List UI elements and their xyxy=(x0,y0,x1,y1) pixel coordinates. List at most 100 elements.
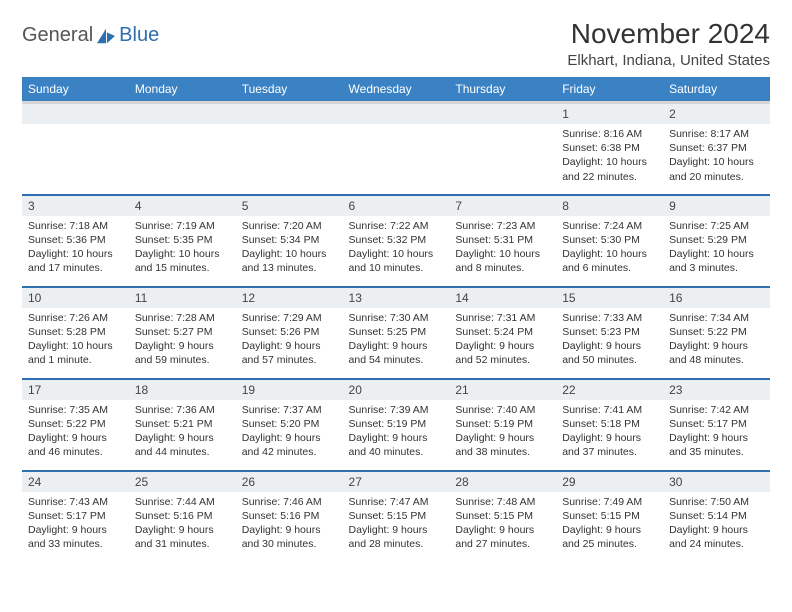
day-content: Sunrise: 7:50 AMSunset: 5:14 PMDaylight:… xyxy=(663,492,770,558)
calendar-day-cell: 1Sunrise: 8:16 AMSunset: 6:38 PMDaylight… xyxy=(556,103,663,195)
calendar-week-row: 3Sunrise: 7:18 AMSunset: 5:36 PMDaylight… xyxy=(22,195,770,287)
weekday-header: Saturday xyxy=(663,77,770,103)
day-content: Sunrise: 7:46 AMSunset: 5:16 PMDaylight:… xyxy=(236,492,343,558)
location: Elkhart, Indiana, United States xyxy=(567,52,770,69)
day-number: 5 xyxy=(236,196,343,216)
day-number: 17 xyxy=(22,380,129,400)
weekday-header: Friday xyxy=(556,77,663,103)
calendar-day-cell xyxy=(236,103,343,195)
calendar-week-row: 24Sunrise: 7:43 AMSunset: 5:17 PMDayligh… xyxy=(22,471,770,563)
day-number: 30 xyxy=(663,472,770,492)
day-content: Sunrise: 7:29 AMSunset: 5:26 PMDaylight:… xyxy=(236,308,343,374)
calendar-table: SundayMondayTuesdayWednesdayThursdayFrid… xyxy=(22,77,770,563)
day-number: 15 xyxy=(556,288,663,308)
day-content: Sunrise: 7:43 AMSunset: 5:17 PMDaylight:… xyxy=(22,492,129,558)
day-number-empty xyxy=(236,104,343,124)
day-content: Sunrise: 7:35 AMSunset: 5:22 PMDaylight:… xyxy=(22,400,129,466)
day-number: 27 xyxy=(343,472,450,492)
day-number: 26 xyxy=(236,472,343,492)
calendar-day-cell: 26Sunrise: 7:46 AMSunset: 5:16 PMDayligh… xyxy=(236,471,343,563)
day-content: Sunrise: 7:36 AMSunset: 5:21 PMDaylight:… xyxy=(129,400,236,466)
calendar-day-cell: 7Sunrise: 7:23 AMSunset: 5:31 PMDaylight… xyxy=(449,195,556,287)
day-content: Sunrise: 7:31 AMSunset: 5:24 PMDaylight:… xyxy=(449,308,556,374)
day-number: 7 xyxy=(449,196,556,216)
weekday-header-row: SundayMondayTuesdayWednesdayThursdayFrid… xyxy=(22,77,770,103)
day-number-empty xyxy=(129,104,236,124)
day-number: 10 xyxy=(22,288,129,308)
day-number: 16 xyxy=(663,288,770,308)
day-content: Sunrise: 7:41 AMSunset: 5:18 PMDaylight:… xyxy=(556,400,663,466)
day-number: 12 xyxy=(236,288,343,308)
calendar-day-cell: 29Sunrise: 7:49 AMSunset: 5:15 PMDayligh… xyxy=(556,471,663,563)
day-content: Sunrise: 7:47 AMSunset: 5:15 PMDaylight:… xyxy=(343,492,450,558)
calendar-day-cell: 25Sunrise: 7:44 AMSunset: 5:16 PMDayligh… xyxy=(129,471,236,563)
month-title: November 2024 xyxy=(567,18,770,50)
title-block: November 2024 Elkhart, Indiana, United S… xyxy=(567,18,770,69)
day-content: Sunrise: 7:42 AMSunset: 5:17 PMDaylight:… xyxy=(663,400,770,466)
calendar-day-cell: 27Sunrise: 7:47 AMSunset: 5:15 PMDayligh… xyxy=(343,471,450,563)
day-content: Sunrise: 7:20 AMSunset: 5:34 PMDaylight:… xyxy=(236,216,343,282)
logo-text-blue: Blue xyxy=(119,24,159,47)
day-number-empty xyxy=(22,104,129,124)
calendar-day-cell xyxy=(22,103,129,195)
calendar-day-cell: 19Sunrise: 7:37 AMSunset: 5:20 PMDayligh… xyxy=(236,379,343,471)
day-number: 1 xyxy=(556,104,663,124)
day-content: Sunrise: 7:25 AMSunset: 5:29 PMDaylight:… xyxy=(663,216,770,282)
day-number: 4 xyxy=(129,196,236,216)
logo-sail-icon xyxy=(95,27,117,45)
day-number: 3 xyxy=(22,196,129,216)
calendar-day-cell: 6Sunrise: 7:22 AMSunset: 5:32 PMDaylight… xyxy=(343,195,450,287)
calendar-week-row: 1Sunrise: 8:16 AMSunset: 6:38 PMDaylight… xyxy=(22,103,770,195)
calendar-day-cell: 17Sunrise: 7:35 AMSunset: 5:22 PMDayligh… xyxy=(22,379,129,471)
day-number: 19 xyxy=(236,380,343,400)
day-number: 21 xyxy=(449,380,556,400)
day-content: Sunrise: 7:33 AMSunset: 5:23 PMDaylight:… xyxy=(556,308,663,374)
day-content: Sunrise: 7:34 AMSunset: 5:22 PMDaylight:… xyxy=(663,308,770,374)
calendar-day-cell: 11Sunrise: 7:28 AMSunset: 5:27 PMDayligh… xyxy=(129,287,236,379)
calendar-day-cell: 12Sunrise: 7:29 AMSunset: 5:26 PMDayligh… xyxy=(236,287,343,379)
day-content: Sunrise: 7:24 AMSunset: 5:30 PMDaylight:… xyxy=(556,216,663,282)
day-number: 18 xyxy=(129,380,236,400)
calendar-day-cell: 28Sunrise: 7:48 AMSunset: 5:15 PMDayligh… xyxy=(449,471,556,563)
day-number: 23 xyxy=(663,380,770,400)
calendar-day-cell: 5Sunrise: 7:20 AMSunset: 5:34 PMDaylight… xyxy=(236,195,343,287)
calendar-day-cell xyxy=(449,103,556,195)
logo-text-general: General xyxy=(22,24,93,47)
day-number: 22 xyxy=(556,380,663,400)
calendar-day-cell: 3Sunrise: 7:18 AMSunset: 5:36 PMDaylight… xyxy=(22,195,129,287)
day-content: Sunrise: 7:30 AMSunset: 5:25 PMDaylight:… xyxy=(343,308,450,374)
day-content: Sunrise: 8:17 AMSunset: 6:37 PMDaylight:… xyxy=(663,124,770,190)
calendar-day-cell: 2Sunrise: 8:17 AMSunset: 6:37 PMDaylight… xyxy=(663,103,770,195)
calendar-day-cell: 15Sunrise: 7:33 AMSunset: 5:23 PMDayligh… xyxy=(556,287,663,379)
calendar-day-cell: 20Sunrise: 7:39 AMSunset: 5:19 PMDayligh… xyxy=(343,379,450,471)
day-number: 11 xyxy=(129,288,236,308)
weekday-header: Monday xyxy=(129,77,236,103)
header: General Blue November 2024 Elkhart, Indi… xyxy=(22,18,770,69)
calendar-day-cell: 22Sunrise: 7:41 AMSunset: 5:18 PMDayligh… xyxy=(556,379,663,471)
calendar-day-cell: 21Sunrise: 7:40 AMSunset: 5:19 PMDayligh… xyxy=(449,379,556,471)
day-number-empty xyxy=(449,104,556,124)
calendar-day-cell: 4Sunrise: 7:19 AMSunset: 5:35 PMDaylight… xyxy=(129,195,236,287)
day-number: 9 xyxy=(663,196,770,216)
day-content: Sunrise: 7:23 AMSunset: 5:31 PMDaylight:… xyxy=(449,216,556,282)
calendar-day-cell: 8Sunrise: 7:24 AMSunset: 5:30 PMDaylight… xyxy=(556,195,663,287)
calendar-day-cell: 23Sunrise: 7:42 AMSunset: 5:17 PMDayligh… xyxy=(663,379,770,471)
day-content: Sunrise: 7:48 AMSunset: 5:15 PMDaylight:… xyxy=(449,492,556,558)
day-content: Sunrise: 7:28 AMSunset: 5:27 PMDaylight:… xyxy=(129,308,236,374)
day-number: 14 xyxy=(449,288,556,308)
calendar-day-cell: 13Sunrise: 7:30 AMSunset: 5:25 PMDayligh… xyxy=(343,287,450,379)
calendar-day-cell: 18Sunrise: 7:36 AMSunset: 5:21 PMDayligh… xyxy=(129,379,236,471)
day-number: 6 xyxy=(343,196,450,216)
calendar-day-cell: 9Sunrise: 7:25 AMSunset: 5:29 PMDaylight… xyxy=(663,195,770,287)
day-content: Sunrise: 7:26 AMSunset: 5:28 PMDaylight:… xyxy=(22,308,129,374)
day-number: 28 xyxy=(449,472,556,492)
weekday-header: Sunday xyxy=(22,77,129,103)
calendar-day-cell: 14Sunrise: 7:31 AMSunset: 5:24 PMDayligh… xyxy=(449,287,556,379)
calendar-week-row: 17Sunrise: 7:35 AMSunset: 5:22 PMDayligh… xyxy=(22,379,770,471)
weekday-header: Tuesday xyxy=(236,77,343,103)
calendar-day-cell xyxy=(343,103,450,195)
day-number: 2 xyxy=(663,104,770,124)
day-number: 20 xyxy=(343,380,450,400)
calendar-day-cell xyxy=(129,103,236,195)
day-number: 13 xyxy=(343,288,450,308)
